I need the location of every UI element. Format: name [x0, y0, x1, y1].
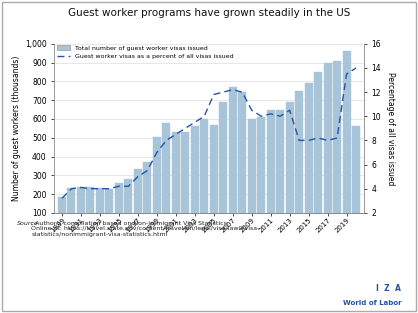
Bar — [238, 92, 246, 232]
Bar — [210, 125, 218, 232]
Bar — [276, 110, 284, 232]
Bar — [285, 102, 294, 232]
Bar — [191, 126, 199, 232]
Bar — [305, 83, 313, 232]
Bar — [324, 63, 331, 232]
Bar — [267, 110, 275, 232]
Bar — [87, 187, 94, 232]
Text: I  Z  A: I Z A — [376, 284, 401, 293]
Bar — [115, 183, 123, 232]
Bar — [181, 132, 189, 232]
Bar — [134, 169, 142, 232]
Text: Source: Source — [17, 221, 38, 226]
Bar — [58, 197, 66, 232]
Bar — [248, 119, 256, 232]
Bar — [295, 91, 303, 232]
Text: : Author's compilation based on Non-Immigrant Visa Statistics.
Online at: https:: : Author's compilation based on Non-Immi… — [31, 221, 260, 237]
Bar — [342, 51, 351, 232]
Bar — [314, 72, 322, 232]
Bar — [77, 187, 85, 232]
Legend: Total number of guest worker visas issued, Guest worker visas as a percent of al: Total number of guest worker visas issue… — [55, 43, 236, 62]
Bar — [333, 61, 341, 232]
Bar — [96, 188, 104, 232]
Bar — [229, 87, 237, 232]
Bar — [124, 179, 133, 232]
Bar — [67, 188, 76, 232]
Bar — [172, 132, 180, 232]
Bar — [143, 162, 151, 232]
Bar — [162, 123, 170, 232]
Y-axis label: Percentage of all visas issued: Percentage of all visas issued — [387, 72, 395, 185]
Text: Guest worker programs have grown steadily in the US: Guest worker programs have grown steadil… — [68, 8, 350, 18]
Bar — [352, 126, 360, 232]
Text: World of Labor: World of Labor — [343, 300, 401, 306]
Bar — [200, 119, 208, 232]
Bar — [105, 189, 113, 232]
Bar — [153, 137, 161, 232]
Bar — [219, 102, 227, 232]
Bar — [257, 117, 265, 232]
Y-axis label: Number of guest workers (thousands): Number of guest workers (thousands) — [12, 56, 21, 201]
